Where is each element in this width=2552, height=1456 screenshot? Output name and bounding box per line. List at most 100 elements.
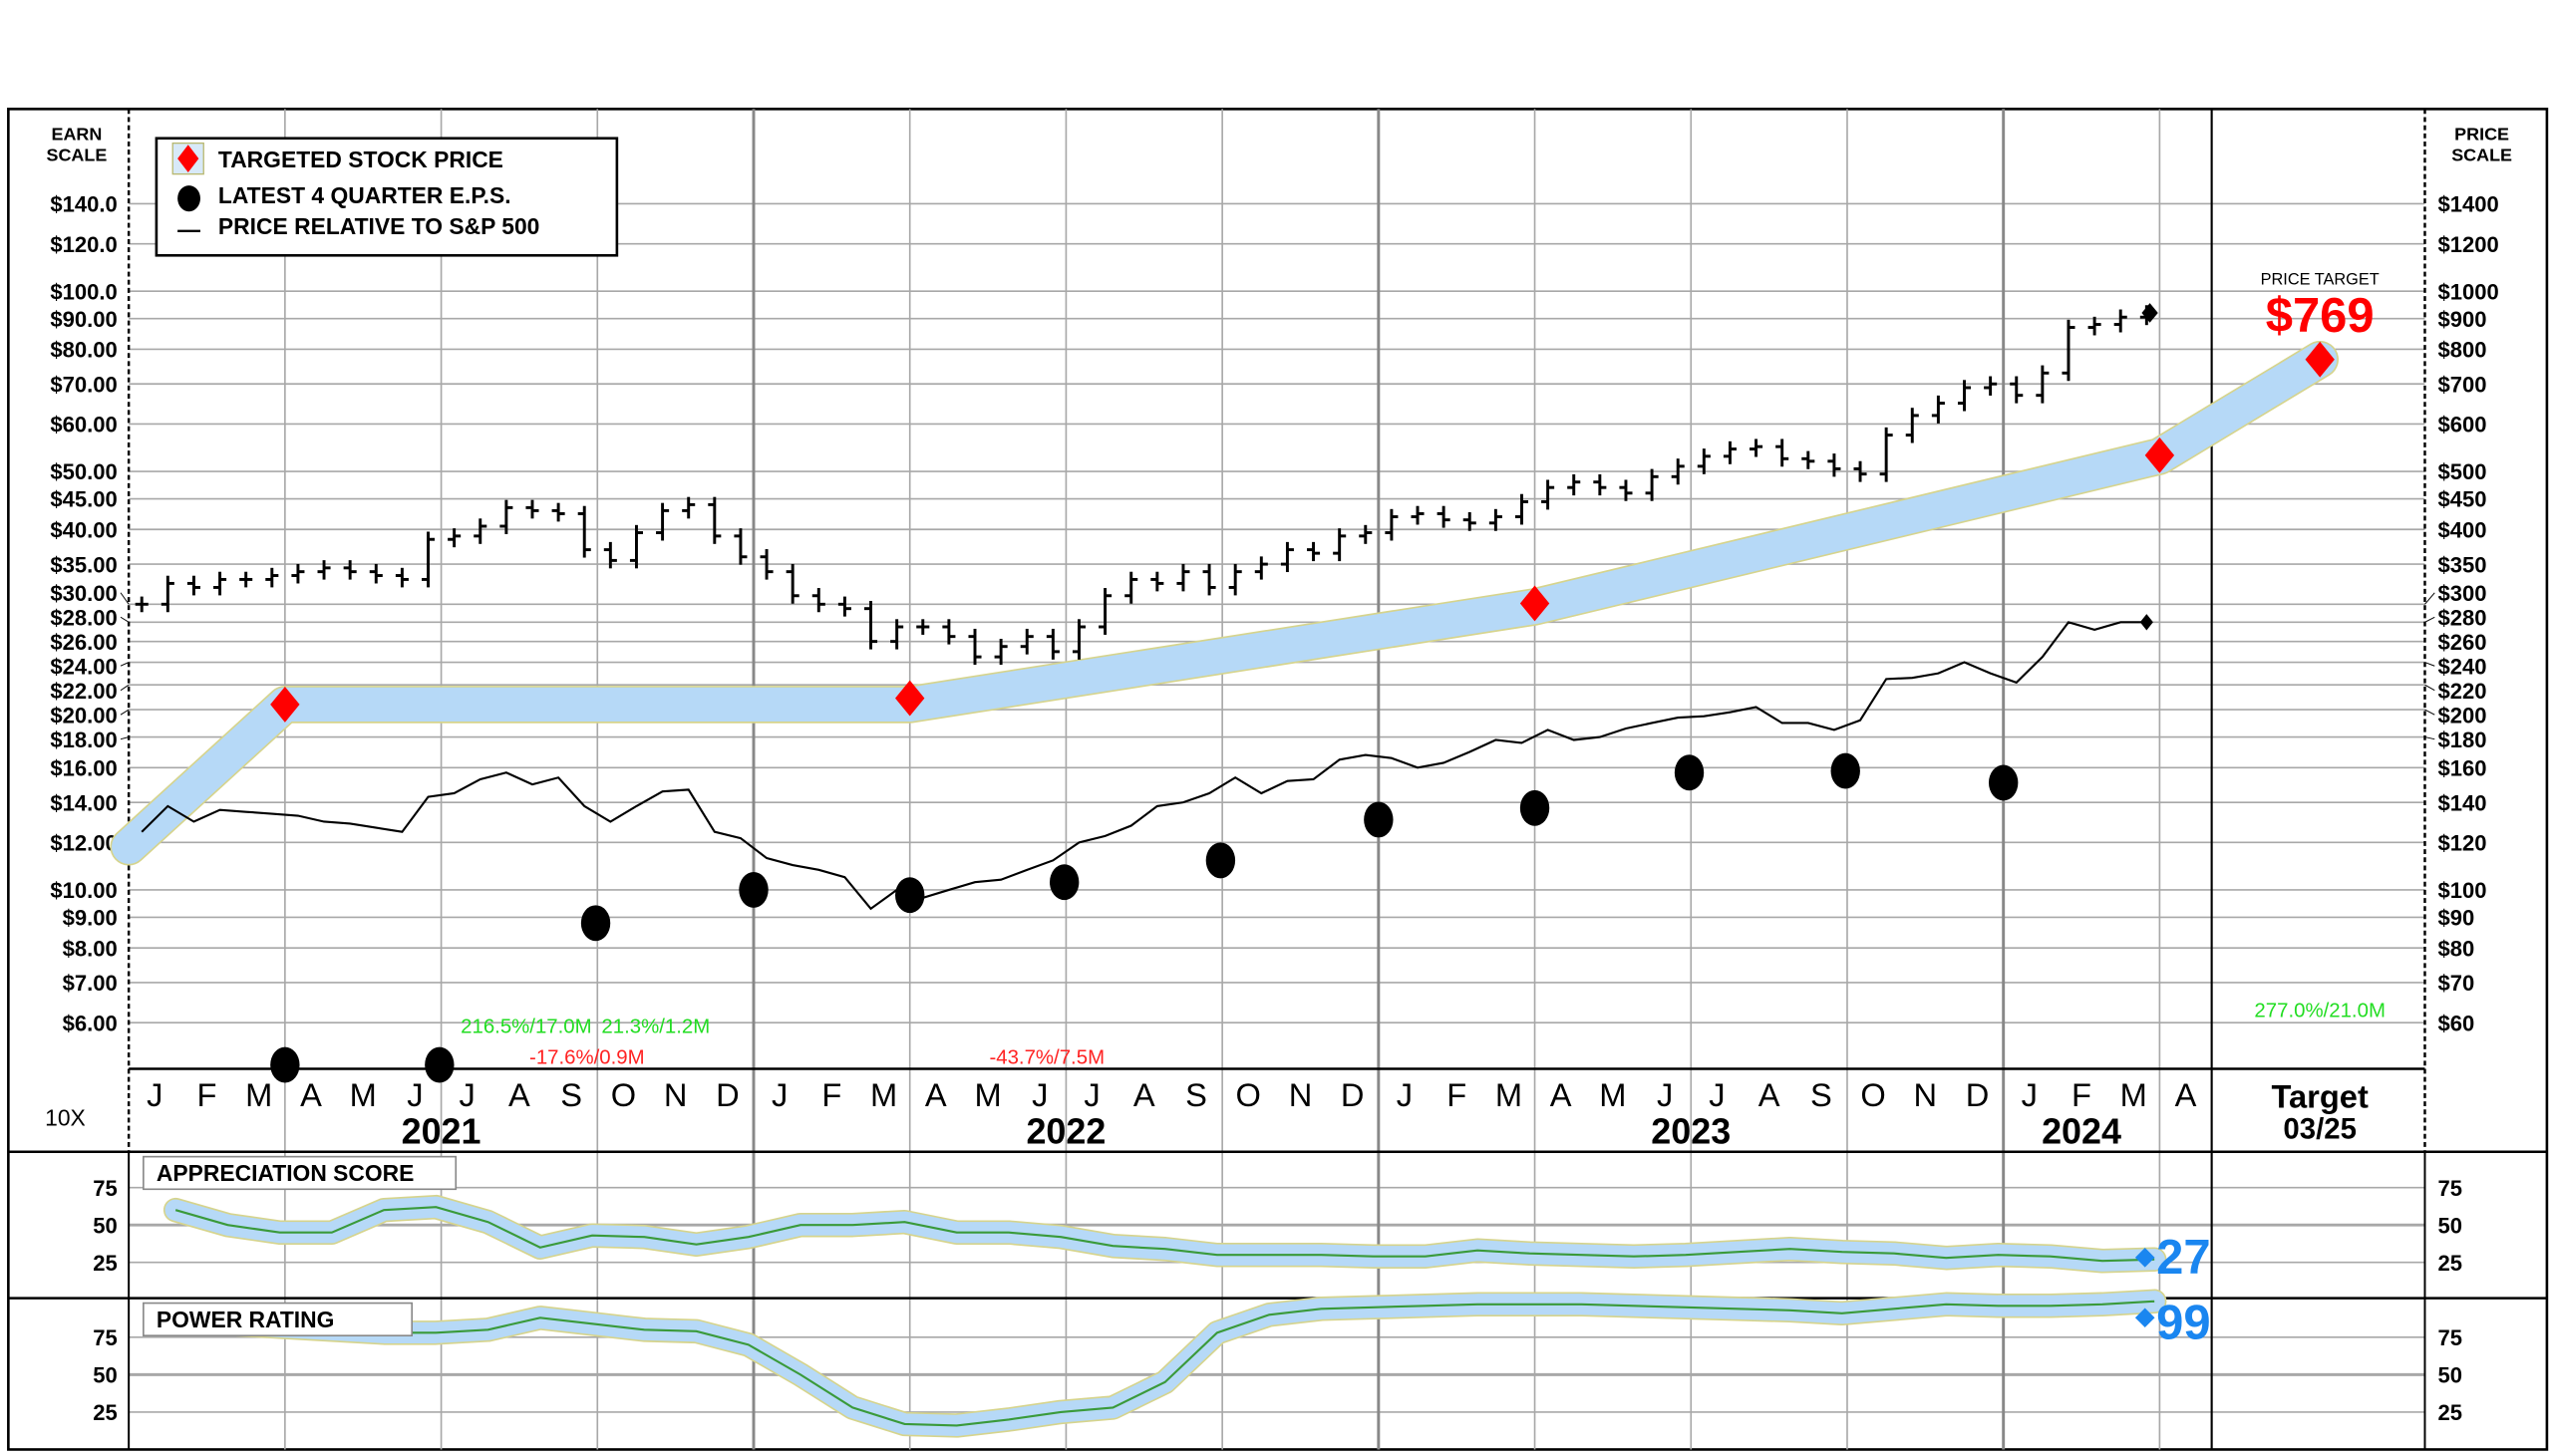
volume-annotation: 216.5%/17.0M — [461, 1017, 592, 1038]
price-bar — [942, 619, 956, 645]
earn-tick-leader — [120, 616, 130, 623]
earn-tick-label: $12.00 — [50, 831, 117, 856]
price-bar — [1931, 395, 1945, 424]
price-bar — [525, 499, 539, 519]
year-label: 2024 — [2042, 1111, 2121, 1152]
appreciation-score-right-tick: 25 — [2438, 1251, 2463, 1276]
power-rating-title: POWER RATING — [157, 1307, 335, 1332]
earn-tick-label: $100.0 — [50, 279, 117, 304]
price-bar — [213, 571, 227, 596]
appreciation-score-readout-diamond — [2134, 1248, 2155, 1268]
earn-tick-label: $9.00 — [63, 906, 118, 931]
price-bar — [1697, 448, 1711, 474]
price-bar — [239, 571, 253, 588]
price-bar — [1879, 427, 1893, 482]
legend-box — [155, 137, 619, 257]
month-label: A — [1133, 1076, 1155, 1113]
price-tick-label: $60 — [2438, 1011, 2475, 1035]
earn-tick-label: $45.00 — [50, 487, 117, 512]
month-label: J — [1084, 1076, 1100, 1113]
price-bar — [2036, 365, 2050, 404]
price-bar — [291, 563, 305, 584]
price-bar — [395, 567, 409, 588]
month-label: M — [870, 1076, 897, 1113]
power-rating-left-tick: 75 — [93, 1325, 118, 1350]
price-tick-label: $260 — [2438, 630, 2487, 655]
price-tick-leader — [2424, 684, 2435, 692]
month-label: M — [1599, 1076, 1626, 1113]
price-tick-label: $800 — [2438, 338, 2487, 363]
appreciation-score-left-tick: 75 — [93, 1176, 118, 1201]
price-bar — [1984, 376, 1998, 396]
month-label: J — [2022, 1076, 2038, 1113]
price-bar — [1020, 628, 1034, 655]
month-label: J — [772, 1076, 788, 1113]
price-bar — [2113, 309, 2127, 333]
price-bar — [448, 528, 462, 548]
price-bar — [421, 531, 436, 588]
eps-dot — [739, 871, 769, 908]
earn-tick-label: $90.00 — [50, 307, 117, 332]
month-label: D — [1341, 1076, 1365, 1113]
earn-tick-leader — [120, 736, 130, 740]
month-label: A — [508, 1076, 530, 1113]
target-column-label: Target — [2272, 1078, 2369, 1115]
earn-tick-label: $26.00 — [50, 630, 117, 655]
price-tick-label: $900 — [2438, 307, 2487, 332]
price-bar — [2087, 316, 2101, 336]
price-bar — [1411, 505, 1425, 525]
month-label: F — [2072, 1076, 2091, 1113]
month-label: F — [197, 1076, 217, 1113]
price-bar — [1385, 508, 1399, 541]
price-bar — [1567, 473, 1581, 496]
price-current-marker — [2141, 303, 2158, 323]
price-bar — [577, 505, 591, 558]
power-rating-line — [175, 1300, 2155, 1427]
year-label: 2023 — [1651, 1111, 1731, 1152]
month-label: A — [1758, 1076, 1780, 1113]
power-rating-right-tick: 50 — [2438, 1363, 2463, 1388]
earn-tick-label: $7.00 — [63, 971, 118, 996]
earn-tick-leader — [120, 662, 130, 667]
appreciation-score-line — [174, 1206, 2155, 1263]
price-tick-label: $240 — [2438, 654, 2487, 679]
earn-tick-label: $28.00 — [50, 605, 117, 630]
month-label: O — [1860, 1076, 1885, 1113]
volume-annotation: -17.6%/0.9M — [529, 1047, 645, 1069]
price-tick-label: $350 — [2438, 552, 2487, 577]
price-tick-label: $300 — [2438, 581, 2487, 606]
legend-diamond-icon — [177, 145, 199, 173]
eps-dot — [580, 905, 611, 942]
price-bar — [864, 600, 878, 650]
power-rating-right-tick: 75 — [2438, 1325, 2463, 1350]
appreciation-score-title: APPRECIATION SCORE — [157, 1160, 414, 1186]
price-scale-title: PRICE — [2454, 124, 2509, 144]
earn-tick-label: $50.00 — [50, 459, 117, 484]
price-bar — [1436, 505, 1450, 528]
scale-multiplier-label: 10X — [45, 1105, 86, 1131]
price-bar — [186, 575, 200, 596]
month-label: M — [2120, 1076, 2147, 1113]
earn-tick-leader — [120, 709, 130, 716]
appreciation-score-left-tick: 25 — [93, 1251, 118, 1276]
price-bar — [1072, 619, 1087, 660]
price-bar — [1671, 458, 1685, 485]
price-bar — [1359, 524, 1373, 544]
month-label: N — [1289, 1076, 1313, 1113]
appreciation-score-right-tick: 50 — [2438, 1213, 2463, 1238]
legend-dot-icon — [177, 185, 200, 212]
appreciation-score-current-value: 27 — [2156, 1231, 2210, 1285]
eps-dot — [1830, 752, 1860, 789]
earn-tick-label: $24.00 — [50, 654, 117, 679]
price-tick-label: $220 — [2438, 679, 2487, 704]
price-bar — [1046, 628, 1060, 660]
price-target-value: $769 — [2266, 289, 2375, 343]
price-bar — [474, 518, 487, 544]
target-price-diamond — [2305, 341, 2335, 378]
price-bar — [317, 560, 331, 580]
price-bar — [603, 541, 617, 569]
earn-tick-label: $22.00 — [50, 679, 117, 704]
price-bar — [682, 496, 696, 519]
price-bar — [1801, 450, 1815, 469]
